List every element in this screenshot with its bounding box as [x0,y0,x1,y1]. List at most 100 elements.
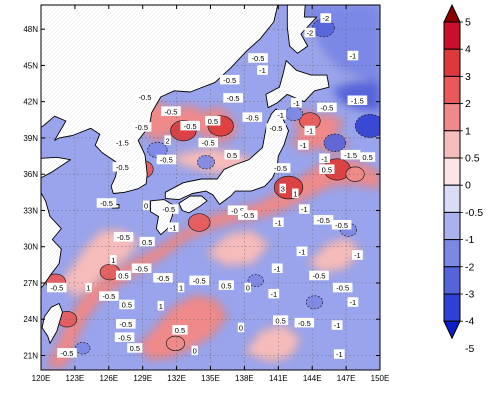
contour-label-text: -0.5 [162,205,175,214]
anomaly-peak-14 [323,133,347,152]
contour-label-59: 1 [85,282,92,293]
contour-label-bg [164,135,171,145]
contour-label-bg [257,65,268,75]
contour-label-42: -1 [167,222,179,232]
contour-label-bg [309,270,329,281]
contour-label-bg [157,300,164,311]
contour-label-bg [112,137,133,148]
colorbar-swatch-5 [443,130,461,159]
contour-label-75: -1 [333,349,345,359]
contour-label-bg [270,163,291,173]
contour-label-text: -0.5 [252,54,265,63]
contour-label-text: 1 [179,284,183,293]
anomaly-peak-6 [187,213,211,232]
contour-label-bg [333,349,345,359]
contour-label-32: 1 [292,188,299,198]
contour-label-text: -0.5 [135,123,148,132]
contour-label-text: -0.5 [313,272,326,281]
contour-label-57: -0.5 [309,270,329,281]
contour-label-54: 0.5 [218,280,234,290]
contour-label-text: 1 [86,284,90,293]
contour-label-text: -1 [277,111,284,120]
contour-label-bg [296,246,308,257]
contour-label-19: -1.5 [112,137,133,148]
contour-label-text: -0.5 [317,216,330,225]
contour-label-5: -0.5 [219,74,240,85]
contour-label-bg [131,263,152,273]
contour-label-bg [347,95,368,105]
y-tick-label-36N: 36N [23,170,38,179]
x-tick-label-126E: 126E [99,374,118,383]
contour-label-52: 1 [177,282,185,293]
colorbar-extend-top [443,3,461,23]
contour-label-bg [135,91,155,102]
contour-label-text: -0.5 [117,233,130,242]
contour-label-bg [292,188,299,198]
contour-label-23: -1 [297,140,309,150]
x-tick-label-123E: 123E [66,374,85,383]
contour-label-text: 1 [111,256,115,265]
contour-label-text: 0 [144,202,148,211]
contour-label-text: -1 [350,298,357,307]
land-taiwan [41,303,63,344]
contour-label-33: -0.5 [96,198,117,208]
contour-label-bg [244,282,251,293]
contour-label-bg [114,332,135,342]
contour-label-62: 1 [157,300,164,311]
contour-label-bg [172,325,188,335]
contour-label-12: 0.5 [205,116,221,126]
anomaly-peak-18 [285,106,304,121]
contour-label-bg [347,50,359,61]
contour-label-36: -0.5 [227,205,248,215]
x-tick-label-132E: 132E [167,374,186,383]
contour-label-bg [115,270,132,281]
contour-label-bg [189,275,209,286]
contour-label-bg [272,217,284,227]
contour-label-bg [99,291,119,301]
colorbar-swatch-2 [443,48,461,77]
contour-label-text: -0.5 [50,284,63,293]
contour-label-bg [248,53,268,63]
contour-label-bg [317,102,337,113]
contour-label-text: 0.5 [175,326,185,335]
contour-label-bg [319,164,335,174]
contour-label-text: 0.5 [362,153,372,162]
contour-label-bg [161,106,181,116]
colorbar-extend-bottom [443,320,461,340]
contour-label-bg [271,263,283,273]
colorbar-label-1: 1 [465,125,471,137]
contour-label-bg [153,273,173,283]
contour-label-7: -0.5 [223,93,243,103]
contour-label-49: -0.5 [131,263,152,273]
colorbar-label-5: 5 [465,17,471,29]
contour-label-17: -0.5 [266,123,286,133]
contour-label-text: 0.5 [208,117,218,126]
contour-label-text: 0.5 [227,151,237,160]
contour-label-bg [313,215,334,225]
contour-label-bg [198,137,218,148]
contour-label-26: 0.5 [360,152,376,162]
x-tick-label-147E: 147E [337,374,356,383]
contour-label-bg [238,210,258,220]
contour-label-40: -0.5 [313,215,334,225]
contour-label-text: 0.5 [118,272,128,281]
anomaly-peak-16 [147,141,168,159]
contour-label-text: 0.5 [322,165,332,174]
colorbar-swatch-8 [443,211,461,241]
colorbar-swatch-4 [443,103,461,132]
contour-label-text: -0.5 [241,211,254,220]
field-region-pos-east-south [243,323,302,364]
contour-label-bg [224,149,240,160]
contour-label-text: -0.5 [61,349,74,358]
contour-label-text: -0.5 [202,139,215,148]
contour-label-text: -1 [293,99,300,108]
contour-label-text: 1 [159,302,163,311]
contour-label-bg [294,317,315,328]
contour-label-11: -0.5 [161,106,181,116]
contour-label-8: -1 [291,97,302,108]
contour-label-18: -1 [304,125,316,136]
contour-label-0: -2 [320,13,332,23]
y-tick-label-39N: 39N [23,134,38,143]
contour-label-text: -1 [300,141,307,150]
contour-label-text: -1 [334,321,341,330]
